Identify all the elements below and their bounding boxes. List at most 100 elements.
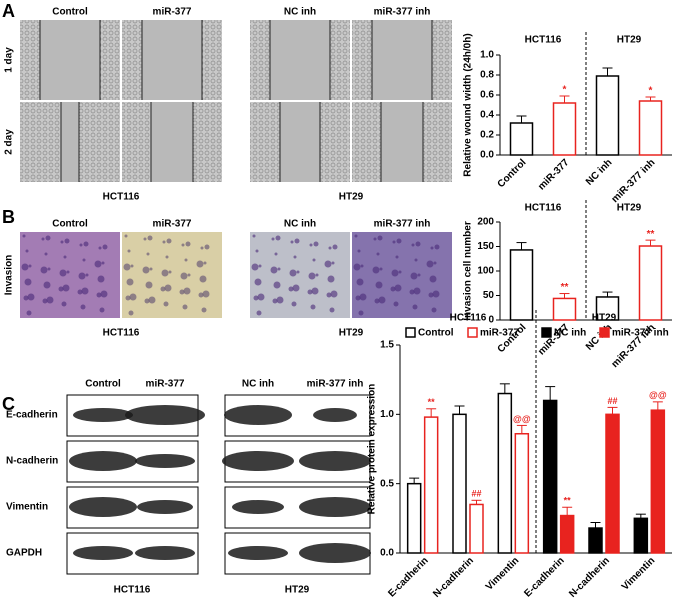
cell <box>359 293 367 301</box>
cell-layer <box>352 20 372 100</box>
cell <box>46 296 54 304</box>
cell <box>83 241 89 247</box>
cell <box>45 235 51 241</box>
blot-band <box>222 451 294 471</box>
cell <box>22 234 26 238</box>
cell <box>417 273 421 277</box>
group-label: HT29 <box>592 313 617 324</box>
cell <box>309 243 313 247</box>
cell <box>254 278 262 286</box>
row-label: N-cadherin <box>6 456 58 467</box>
cell <box>202 290 210 298</box>
cell <box>272 298 278 304</box>
bar <box>552 297 577 321</box>
cell <box>430 246 434 250</box>
bar <box>588 527 603 554</box>
cell <box>196 260 204 268</box>
bar <box>542 399 558 554</box>
y-tick-label: 0.0 <box>380 548 394 559</box>
x-tick-label: N-cadherin <box>431 555 476 600</box>
cell <box>142 266 150 274</box>
cell <box>329 307 335 313</box>
cell <box>356 278 364 286</box>
significance: ** <box>564 496 572 506</box>
cell <box>432 290 440 298</box>
cell <box>308 272 316 280</box>
cell <box>393 301 399 307</box>
x-tick-label: N-cadherin <box>567 555 612 600</box>
cell <box>413 287 421 295</box>
cell <box>25 249 29 253</box>
cell <box>185 241 191 247</box>
cell <box>257 293 265 301</box>
column-label: NC inh <box>242 379 274 390</box>
cell <box>201 307 207 313</box>
cell <box>412 304 418 310</box>
cell <box>258 264 262 268</box>
cell <box>255 249 259 253</box>
cell <box>433 261 437 265</box>
blot-band <box>232 500 284 514</box>
cell <box>64 238 70 244</box>
cell <box>100 290 108 298</box>
cell <box>96 292 102 298</box>
cell <box>390 286 396 292</box>
cell <box>357 249 361 253</box>
cell <box>410 272 418 280</box>
group-label: HCT116 <box>525 35 562 46</box>
legend-label: NC inh <box>554 328 586 339</box>
cell <box>148 296 156 304</box>
cell <box>24 278 32 286</box>
y-tick-label: 1.5 <box>380 340 394 351</box>
cell <box>415 241 421 247</box>
cell <box>78 272 86 280</box>
legend-label: Control <box>418 328 454 339</box>
cell <box>391 269 399 277</box>
cell <box>431 307 437 313</box>
cell <box>165 255 169 259</box>
column-label: Control <box>85 379 121 390</box>
group-label: HCT116 <box>525 203 562 214</box>
column-label: miR-377 inh <box>374 7 431 18</box>
cell <box>327 275 335 283</box>
blot-band <box>73 546 133 560</box>
significance: @@ <box>513 414 531 424</box>
legend-label: miR-377 inh <box>612 328 669 339</box>
cell-layer <box>250 20 270 100</box>
cell <box>99 307 105 313</box>
cell <box>331 261 335 265</box>
cell <box>80 304 86 310</box>
cell <box>94 260 102 268</box>
cell <box>163 301 169 307</box>
cell <box>313 241 319 247</box>
cell <box>426 260 434 268</box>
y-tick-label: 0.5 <box>380 478 394 489</box>
y-axis-label: Invasion cell number <box>463 221 474 321</box>
blot-band <box>69 451 137 471</box>
blot-band <box>299 497 371 517</box>
cell <box>160 286 166 292</box>
cell <box>274 252 278 256</box>
cell <box>376 252 380 256</box>
cell <box>375 281 383 289</box>
significance: ## <box>607 396 617 406</box>
cell <box>164 284 172 292</box>
bar <box>650 409 666 554</box>
cell <box>102 244 108 250</box>
cell <box>253 295 259 301</box>
cell <box>360 264 364 268</box>
cell-layer <box>250 102 280 182</box>
cell <box>315 273 319 277</box>
cell <box>43 281 51 289</box>
x-tick-label: miR-377 <box>536 157 572 193</box>
cell <box>379 267 383 271</box>
cell <box>326 292 332 298</box>
cell <box>373 237 377 241</box>
bar <box>406 482 422 554</box>
y-tick-label: 1.0 <box>380 409 394 420</box>
cell <box>129 293 137 301</box>
cell <box>79 243 83 247</box>
cell <box>429 275 437 283</box>
cell-layer <box>20 102 61 182</box>
